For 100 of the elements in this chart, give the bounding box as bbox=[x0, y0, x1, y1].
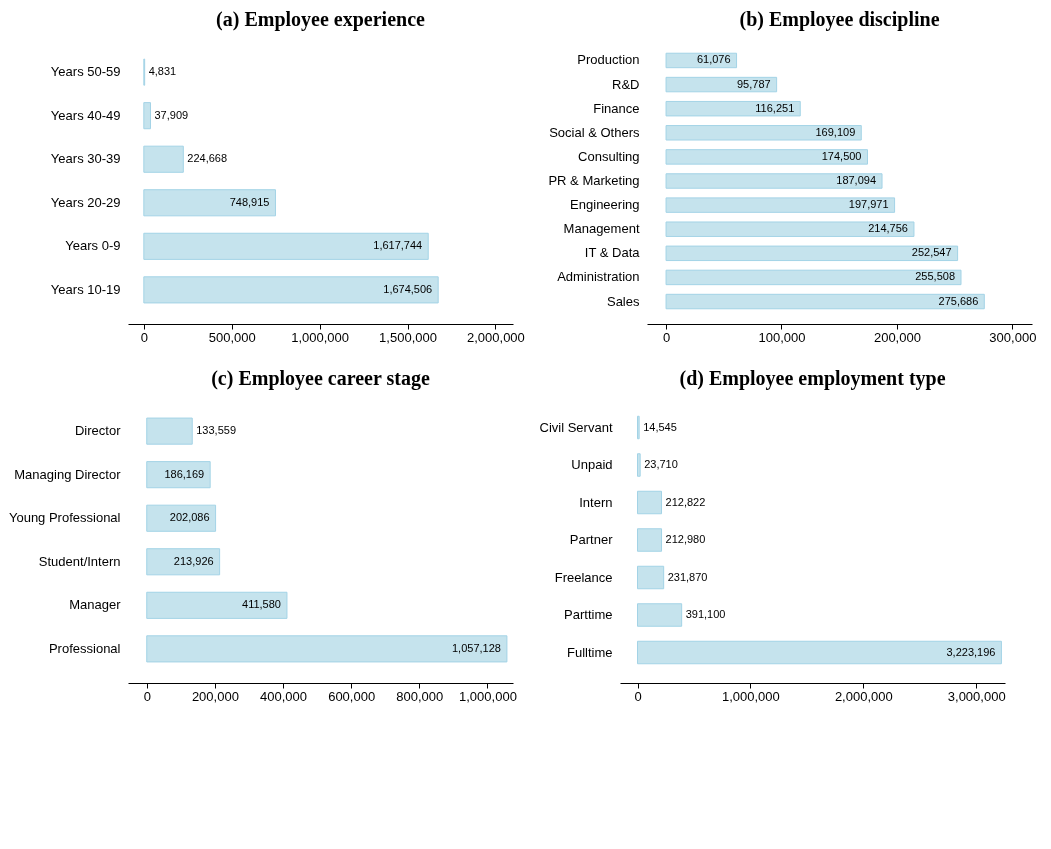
data-label: 224,668 bbox=[187, 152, 228, 165]
y-tick-label: Years 40-49 bbox=[50, 107, 121, 123]
y-tick-label: Production bbox=[577, 52, 640, 68]
data-label: 187,094 bbox=[836, 174, 877, 186]
y-tick-label: Professional bbox=[48, 640, 121, 656]
data-label: 255,508 bbox=[915, 270, 956, 283]
bar bbox=[146, 548, 221, 576]
y-tick-label: Consulting bbox=[578, 148, 640, 164]
bar bbox=[665, 269, 962, 286]
bar bbox=[665, 245, 959, 262]
x-tick-label: 800,000 bbox=[396, 688, 444, 704]
data-label: 116,251 bbox=[755, 101, 795, 114]
data-label: 748,915 bbox=[229, 195, 270, 208]
data-label: 95,787 bbox=[736, 77, 771, 90]
x-tick-label: 200,000 bbox=[873, 329, 921, 345]
bar bbox=[665, 173, 883, 189]
chart-title: (c) Employee career stage bbox=[211, 367, 430, 390]
x-tick-label: 2,000,000 bbox=[467, 329, 525, 345]
bar bbox=[665, 100, 801, 117]
bar bbox=[143, 102, 151, 130]
data-label: 231,870 bbox=[667, 570, 708, 583]
y-tick-label: Finance bbox=[593, 100, 640, 116]
y-tick-label: Managing Director bbox=[14, 466, 122, 482]
x-tick-label: 100,000 bbox=[758, 329, 806, 345]
y-tick-label: Years 50-59 bbox=[50, 64, 121, 80]
bar bbox=[637, 490, 663, 515]
data-label: 212,980 bbox=[665, 533, 706, 545]
data-label: 174,500 bbox=[821, 149, 862, 162]
data-label: 1,057,128 bbox=[451, 641, 501, 654]
chart-title: (d) Employee employment type bbox=[679, 367, 946, 390]
data-label: 186,169 bbox=[164, 467, 205, 480]
x-tick-label: 0 bbox=[634, 688, 642, 704]
y-tick-label: Director bbox=[74, 423, 122, 439]
bar bbox=[637, 603, 683, 627]
x-tick-label: 0 bbox=[662, 329, 671, 345]
y-tick-label: Manager bbox=[69, 597, 122, 613]
y-tick-label: Unpaid bbox=[571, 457, 613, 472]
x-tick-label: 1,000,000 bbox=[291, 329, 350, 345]
data-label: 411,580 bbox=[242, 598, 281, 611]
data-label: 61,076 bbox=[696, 53, 731, 66]
data-label: 14,545 bbox=[643, 420, 677, 433]
x-tick-label: 600,000 bbox=[328, 688, 376, 704]
x-tick-label: 3,000,000 bbox=[947, 688, 1006, 704]
data-label: 197,971 bbox=[848, 198, 889, 211]
data-label: 3,223,196 bbox=[946, 645, 996, 658]
x-tick-label: 1,500,000 bbox=[379, 329, 437, 345]
y-tick-label: Management bbox=[563, 221, 640, 237]
y-tick-label: R&D bbox=[612, 76, 640, 92]
y-tick-label: Student/Intern bbox=[38, 553, 121, 569]
x-tick-label: 400,000 bbox=[260, 688, 308, 704]
y-tick-label: Freelance bbox=[554, 569, 613, 585]
data-label: 23,710 bbox=[644, 458, 678, 470]
bar bbox=[146, 591, 288, 619]
chart-title: (b) Employee discipline bbox=[739, 8, 940, 31]
y-tick-label: Civil Servant bbox=[539, 419, 613, 435]
bar bbox=[143, 145, 184, 173]
bar bbox=[665, 221, 915, 237]
data-label: 37,909 bbox=[154, 108, 189, 121]
data-label: 4,831 bbox=[148, 65, 177, 78]
y-tick-label: Young Professional bbox=[8, 510, 121, 526]
data-label: 275,686 bbox=[938, 294, 979, 307]
y-tick-label: Sales bbox=[606, 293, 640, 309]
chart-title: (a) Employee experience bbox=[216, 8, 426, 31]
y-tick-label: Years 0-9 bbox=[65, 238, 121, 254]
x-tick-label: 1,000,000 bbox=[721, 688, 780, 704]
y-tick-label: Years 10-19 bbox=[50, 281, 121, 297]
x-tick-label: 2,000,000 bbox=[834, 688, 893, 704]
data-label: 212,822 bbox=[665, 495, 706, 508]
x-tick-label: 200,000 bbox=[191, 688, 239, 704]
data-label: 169,109 bbox=[815, 125, 856, 138]
y-tick-label: Partner bbox=[569, 532, 614, 547]
y-tick-label: Administration bbox=[557, 269, 640, 285]
bar bbox=[143, 232, 429, 260]
data-label: 214,756 bbox=[868, 222, 908, 235]
y-tick-label: Fulltime bbox=[566, 644, 613, 660]
data-label: 202,086 bbox=[169, 511, 210, 524]
y-tick-label: Engineering bbox=[570, 197, 640, 213]
bar bbox=[143, 189, 276, 217]
data-label: 213,926 bbox=[173, 554, 214, 567]
bar bbox=[637, 453, 641, 477]
y-tick-label: Years 20-29 bbox=[50, 194, 121, 210]
y-tick-label: PR & Marketing bbox=[548, 173, 640, 188]
bar bbox=[143, 276, 439, 304]
x-tick-label: 1,000,000 bbox=[459, 688, 517, 704]
y-tick-label: Years 30-39 bbox=[50, 151, 121, 167]
bar bbox=[637, 565, 665, 590]
bar bbox=[665, 149, 868, 165]
y-tick-label: Intern bbox=[579, 494, 613, 510]
bar bbox=[637, 528, 663, 552]
bar bbox=[637, 640, 1002, 665]
bar bbox=[665, 197, 896, 213]
data-label: 391,100 bbox=[685, 608, 726, 620]
bar bbox=[665, 125, 862, 141]
bar bbox=[146, 635, 508, 663]
x-tick-label: 300,000 bbox=[989, 329, 1037, 345]
data-label: 1,617,744 bbox=[373, 239, 423, 252]
x-tick-label: 500,000 bbox=[208, 329, 256, 345]
y-tick-label: IT & Data bbox=[584, 245, 641, 261]
data-label: 252,547 bbox=[911, 246, 952, 259]
data-label: 1,674,506 bbox=[383, 282, 433, 295]
